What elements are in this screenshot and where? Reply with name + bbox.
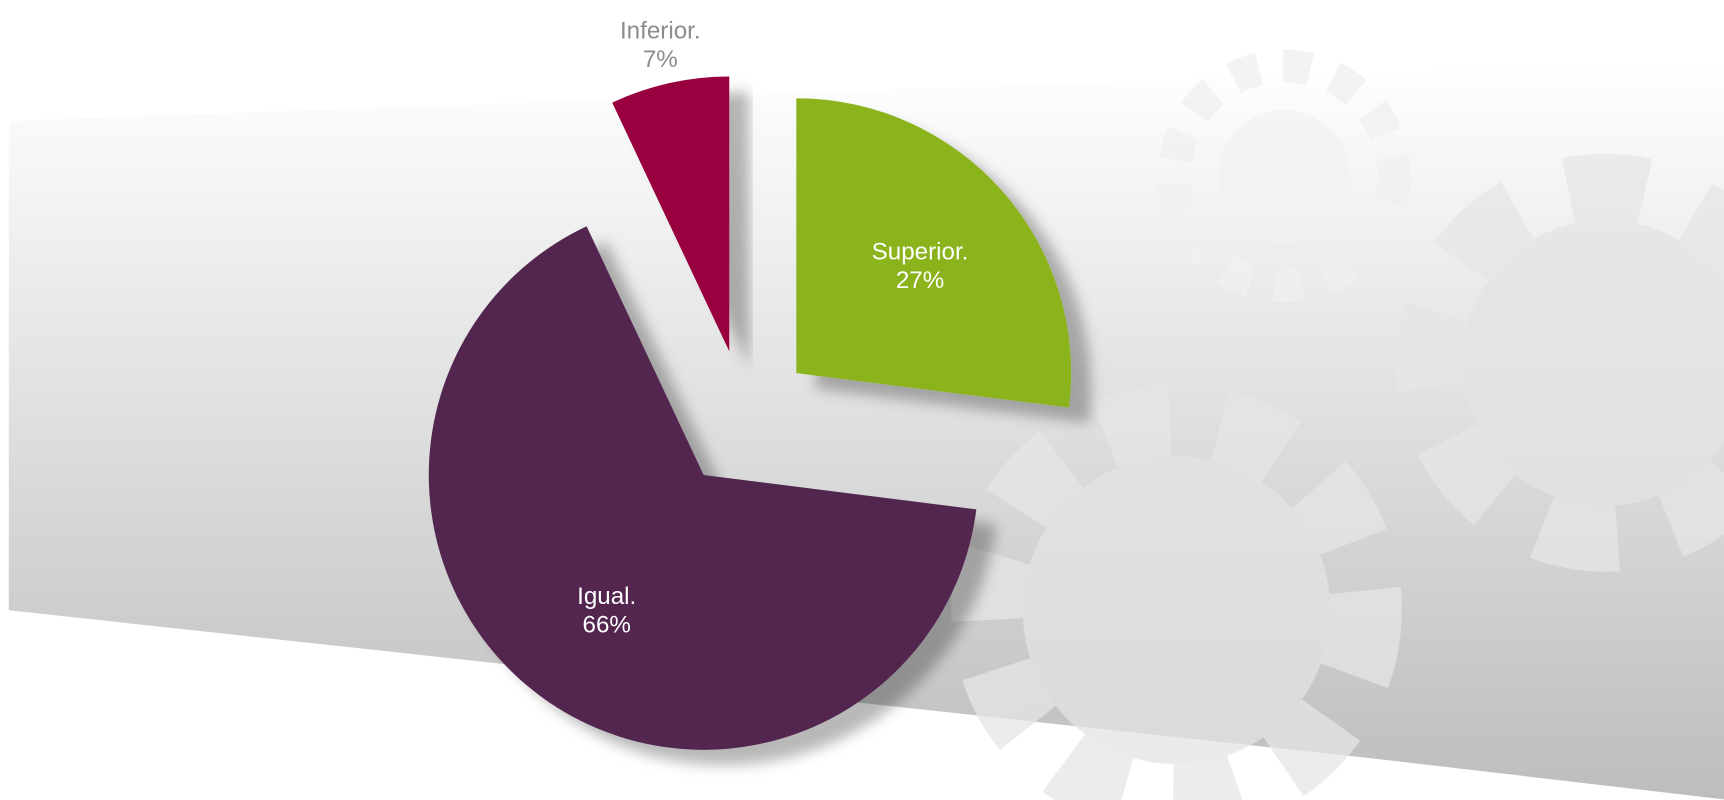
- pie-slice: [796, 98, 1072, 408]
- slice-category: Superior.: [872, 239, 969, 266]
- pie-slice: [428, 226, 977, 750]
- slice-value: 27%: [896, 267, 944, 294]
- slice-value: 66%: [583, 612, 631, 639]
- background: [8, 49, 1724, 800]
- slice-value: 7%: [643, 46, 678, 73]
- slice-label: Superior. 27%: [872, 239, 969, 295]
- slice-category: Inferior.: [620, 17, 701, 44]
- slice-category: Igual.: [577, 583, 636, 610]
- slice-label: Igual. 66%: [577, 583, 636, 639]
- pie-slice: [612, 76, 730, 352]
- slice-label: Inferior. 7%: [620, 17, 701, 73]
- pie: Superior. 27% Igual. 66% Inferior. 7%: [428, 17, 1072, 750]
